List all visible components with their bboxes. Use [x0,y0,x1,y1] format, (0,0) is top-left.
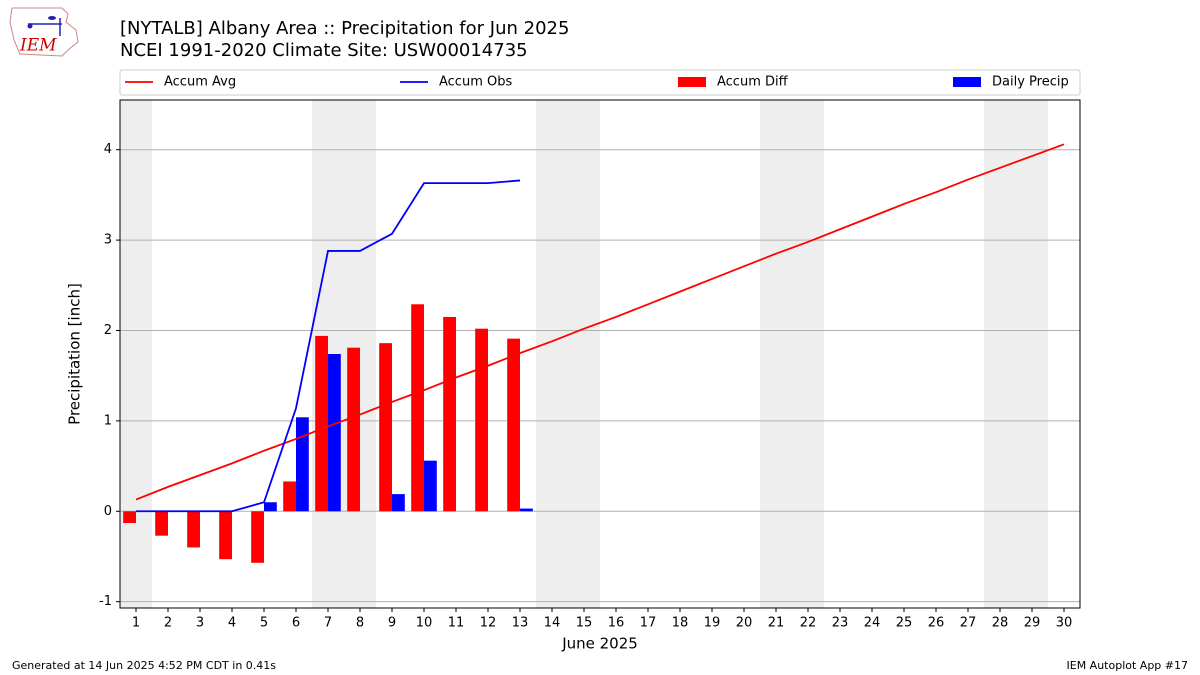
bar [475,328,488,512]
x-tick-label: 28 [992,616,1009,631]
shaded-day [792,100,824,608]
bar [424,460,437,512]
x-tick-label: 25 [896,616,913,631]
x-tick-label: 24 [864,616,881,631]
x-tick-label: 19 [704,616,721,631]
bar [328,354,341,512]
y-tick-label: 1 [104,413,112,428]
y-axis-label: Precipitation [inch] [66,283,84,425]
x-tick-label: 15 [576,616,593,631]
legend-label: Daily Precip [992,75,1069,90]
bar [347,347,360,512]
bar [219,511,232,560]
x-tick-label: 22 [800,616,817,631]
x-tick-label: 27 [960,616,977,631]
legend-label: Accum Avg [164,75,236,90]
legend-swatch [953,77,981,87]
x-tick-label: 18 [672,616,689,631]
x-tick-label: 6 [292,616,300,631]
bar [251,511,264,563]
shaded-day [760,100,792,608]
x-tick-label: 20 [736,616,753,631]
legend-box [119,69,1081,96]
x-tick-label: 30 [1056,616,1073,631]
plot-area [120,100,1080,608]
x-tick-label: 16 [608,616,625,631]
bar [520,508,533,512]
footer-left: Generated at 14 Jun 2025 4:52 PM CDT in … [12,659,276,672]
line [136,179,521,513]
logo-text: IEM [19,36,57,56]
x-tick-label: 29 [1024,616,1041,631]
x-tick-label: 17 [640,616,657,631]
x-tick-label: 5 [260,616,268,631]
x-tick-label: 23 [832,616,849,631]
x-tick-label: 3 [196,616,204,631]
legend-label: Accum Diff [717,75,789,90]
x-axis-label: June 2025 [561,635,638,653]
logo: IEM [9,7,79,57]
y-tick-label: 4 [104,142,112,157]
x-tick-label: 14 [544,616,561,631]
legend-swatch [678,77,706,87]
bar [443,316,456,512]
shaded-day [1016,100,1048,608]
x-tick-label: 7 [324,616,332,631]
x-tick-label: 8 [356,616,364,631]
footer-right: IEM Autoplot App #17 [1067,659,1189,672]
shaded-day [536,100,568,608]
x-tick-label: 2 [164,616,172,631]
shaded-day [984,100,1016,608]
x-tick-label: 4 [228,616,236,631]
bar [155,511,168,536]
x-tick-label: 9 [388,616,396,631]
bar [507,338,520,512]
chart-subtitle: NCEI 1991-2020 Climate Site: USW00014735 [120,40,528,61]
plot-frame [119,99,1081,609]
bar [264,502,277,512]
x-tick-label: 13 [512,616,529,631]
bar [392,494,405,512]
bar [379,343,392,512]
bar [315,335,328,512]
y-tick-label: 3 [104,233,112,248]
x-tick-label: 10 [416,616,433,631]
shaded-day [120,100,152,608]
y-tick-label: 2 [104,323,112,338]
bar [123,511,136,524]
line [135,143,1065,501]
x-tick-label: 12 [480,616,497,631]
x-tick-label: 26 [928,616,945,631]
bar [296,417,309,512]
x-tick-label: 21 [768,616,785,631]
legend-label: Accum Obs [439,75,512,90]
y-tick-label: -1 [99,594,112,609]
chart-title: [NYTALB] Albany Area :: Precipitation fo… [120,18,569,39]
x-tick-label: 11 [448,616,465,631]
shaded-day [568,100,600,608]
x-tick-label: 1 [132,616,140,631]
bar [283,481,296,512]
y-tick-label: 0 [104,504,112,519]
bar [411,304,424,512]
bar [187,511,200,548]
